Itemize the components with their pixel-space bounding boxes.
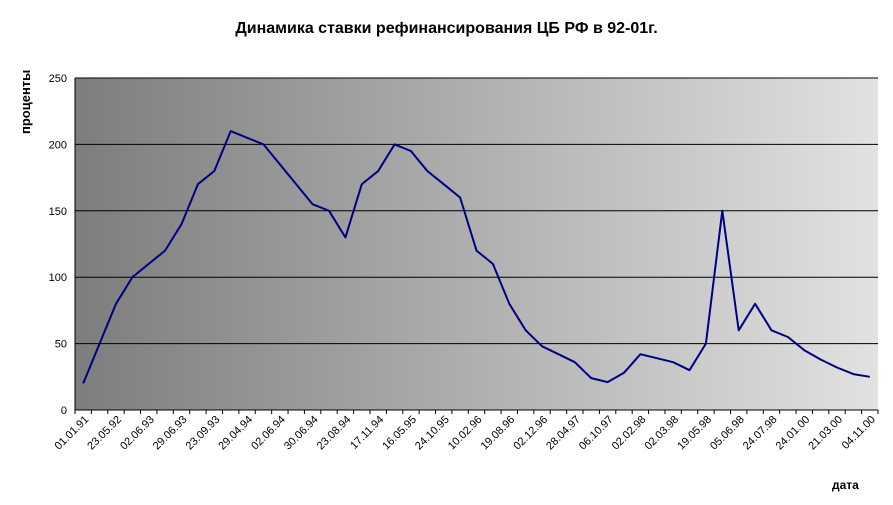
gridlines [74, 77, 879, 414]
y-tick-label: 0 [61, 405, 67, 417]
x-tick-label: 23.09.93 [184, 414, 223, 453]
x-tick-label: 02.06.93 [118, 414, 157, 453]
x-tick-label: 02.06.94 [249, 414, 288, 453]
x-tick-label: 01.01.91 [53, 414, 92, 453]
x-tick-label: 21.03.00 [806, 414, 845, 453]
x-tick-label: 04.11.00 [840, 414, 878, 452]
x-tick-label: 10.02.96 [446, 414, 485, 453]
x-axis-label: дата [832, 478, 859, 492]
x-tick-label: 29.04.94 [216, 414, 255, 453]
x-tick-label: 02.03.98 [643, 414, 682, 453]
series-line [82, 130, 870, 384]
x-tick-label: 29.06.93 [151, 414, 190, 453]
x-tick-label: 17.11.94 [348, 414, 386, 452]
series-group [82, 130, 870, 384]
x-tick-label: 24.07.98 [741, 414, 780, 453]
y-tick-labels: 0 50 100 150 200 250 [49, 73, 67, 417]
x-tick-label: 28.04.97 [544, 414, 583, 453]
x-tick-label: 23.05.92 [85, 414, 124, 453]
y-tick-label: 250 [49, 73, 67, 85]
y-tick-label: 200 [49, 139, 67, 151]
x-tick-label: 19.05.98 [675, 414, 714, 453]
chart-title: Динамика ставки рефинансирования ЦБ РФ в… [235, 20, 658, 37]
x-tick-label: 02.12.96 [511, 414, 550, 453]
y-tick-label: 150 [49, 206, 67, 218]
y-tick-label: 50 [55, 339, 67, 351]
x-tick-label: 30.06.94 [282, 414, 321, 453]
plot-area [75, 78, 878, 410]
y-tick-label: 100 [49, 272, 67, 284]
x-tick-labels: 01.01.9123.05.9202.06.9329.06.9323.09.93… [53, 414, 878, 453]
x-tick-label: 19.08.96 [479, 414, 518, 453]
x-tick-label: 05.06.98 [708, 414, 747, 453]
x-tick-label: 02.02.98 [610, 414, 649, 453]
x-tick-label: 16.05.95 [380, 414, 419, 453]
x-tick-label: 23.08.94 [315, 414, 354, 453]
x-tick-label: 06.10.97 [577, 414, 616, 453]
x-tick-label: 24.10.95 [413, 414, 452, 453]
x-tick-label: 24.01.00 [774, 414, 813, 453]
